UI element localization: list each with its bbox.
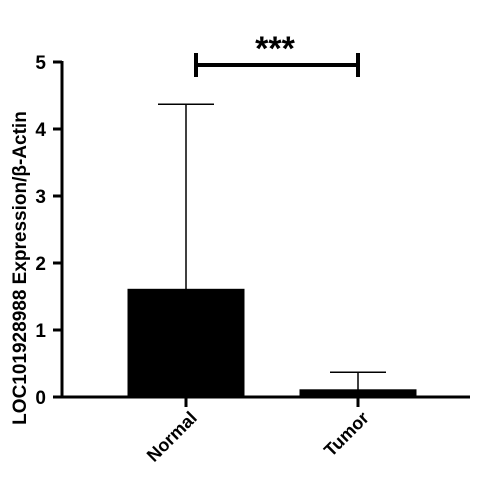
y-tick-label: 4 — [35, 120, 46, 141]
significance-label: *** — [255, 30, 295, 68]
y-tick-label: 1 — [35, 321, 46, 342]
y-tick-label: 0 — [35, 388, 46, 409]
y-axis-label: LOC101928988 Expression/β-Actin — [10, 111, 31, 425]
y-tick-label: 2 — [35, 254, 46, 275]
x-category-label: Normal — [143, 408, 201, 466]
x-category-label: Tumor — [320, 408, 373, 461]
y-tick-label: 5 — [35, 53, 46, 74]
bar — [299, 389, 417, 398]
bar — [127, 288, 245, 398]
y-tick-label: 3 — [35, 187, 46, 208]
